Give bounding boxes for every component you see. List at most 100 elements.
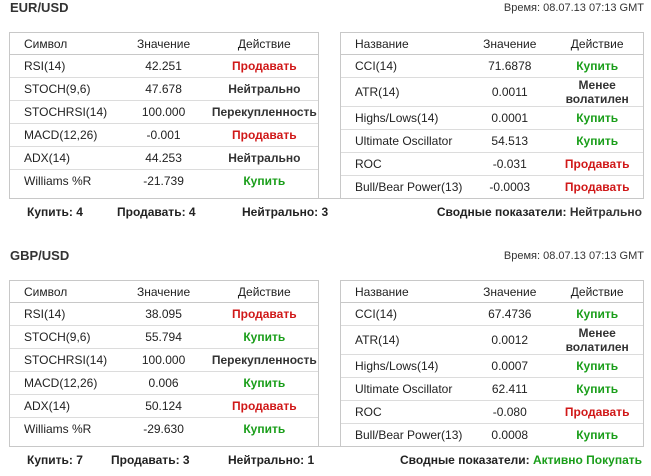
- indicator-row: Williams %R -21.739 Купить: [10, 169, 318, 192]
- indicator-name: Highs/Lows(14): [341, 354, 469, 378]
- indicators-table: Название Значение Действие CCI(14) 71.6878 Ку…: [340, 32, 644, 199]
- indicator-name: Highs/Lows(14): [341, 106, 469, 130]
- update-time: Время: 08.07.13 07:13 GMT: [503, 250, 644, 262]
- indicator-name: CCI(14): [355, 307, 398, 321]
- summary-neutral-count: Нейтрально: 3: [242, 205, 329, 219]
- col-header: Значение: [468, 281, 552, 303]
- pair-title: GBP/USD: [10, 248, 70, 263]
- indicator-row: STOCHRSI(14) 100.000 Перекупленность: [10, 348, 318, 372]
- indicator-row: Highs/Lows(14) 0.0001 Купить: [341, 106, 643, 130]
- col-header: Действие: [210, 281, 318, 303]
- indicator-name: ATR(14): [341, 325, 469, 355]
- indicator-name: ADX(14): [10, 394, 117, 418]
- indicator-action: Нейтрально: [210, 146, 318, 170]
- indicator-value: -0.031: [468, 152, 552, 176]
- indicator-row: ROC -0.080 Продавать: [341, 400, 643, 424]
- col-header: Значение: [116, 33, 211, 55]
- col-header: Символ: [10, 33, 117, 55]
- indicator-value: 100.000: [116, 100, 211, 124]
- indicator-value: 0.0008: [468, 423, 552, 446]
- summary-bar: Купить: 4 Продавать: 4 Нейтрально: 3 Сводны…: [9, 198, 642, 224]
- indicator-row: STOCHRSI(14) 100.000 Перекупленность: [10, 100, 318, 124]
- indicator-value: -0.080: [468, 400, 552, 424]
- indicator-action: Продавать: [210, 394, 318, 418]
- indicator-value: 44.253: [116, 146, 211, 170]
- indicator-value: 42.251: [145, 59, 182, 73]
- indicator-action: Купить: [551, 106, 643, 130]
- indicator-action: Продавать: [551, 175, 643, 198]
- summary-buy-count: Купить: 4: [27, 205, 83, 219]
- summary-bar: Купить: 7 Продавать: 3 Нейтрально: 1 Сводны…: [9, 446, 642, 472]
- indicator-action: Купить: [551, 423, 643, 446]
- indicator-action: Купить: [551, 354, 643, 378]
- indicator-name: MACD(12,26): [10, 123, 117, 147]
- indicator-name: ROC: [341, 152, 469, 176]
- summary-sell-count: Продавать: 4: [117, 205, 196, 219]
- indicator-action: Купить: [210, 325, 318, 349]
- summary-overall: Сводные показатели: Активно Покупать: [400, 453, 642, 467]
- indicator-name: Williams %R: [10, 169, 117, 192]
- indicator-name: Ultimate Oscillator: [341, 129, 469, 153]
- indicator-name: Ultimate Oscillator: [341, 377, 469, 401]
- col-header: Значение: [116, 281, 211, 303]
- indicator-action: Продавать: [232, 307, 297, 321]
- indicator-row: Bull/Bear Power(13) -0.0003 Продавать: [341, 175, 643, 198]
- indicator-action: Менее волатилен: [551, 77, 643, 107]
- indicator-row: MACD(12,26) 0.006 Купить: [10, 371, 318, 395]
- indicator-action: Купить: [210, 169, 318, 192]
- indicator-name: Williams %R: [10, 417, 117, 440]
- indicator-action: Купить: [576, 307, 619, 321]
- indicator-row: ADX(14) 44.253 Нейтрально: [10, 146, 318, 170]
- indicator-row: RSI(14) 38.095 Продавать: [10, 303, 318, 326]
- indicator-row: Ultimate Oscillator 62.411 Купить: [341, 377, 643, 401]
- indicator-action: Менее волатилен: [551, 325, 643, 355]
- indicator-action: Купить: [210, 371, 318, 395]
- indicator-row: ROC -0.031 Продавать: [341, 152, 643, 176]
- indicator-value: 55.794: [116, 325, 211, 349]
- indicator-name: STOCHRSI(14): [10, 100, 117, 124]
- indicator-action: Купить: [576, 59, 619, 73]
- indicator-row: CCI(14) 67.4736 Купить: [341, 303, 643, 326]
- oscillators-table: Символ Значение Действие RSI(14) 38.095 Прода…: [9, 280, 319, 447]
- indicator-value: 71.6878: [488, 59, 532, 73]
- indicator-action: Продавать: [551, 152, 643, 176]
- indicator-value: 0.006: [116, 371, 211, 395]
- indicator-name: Bull/Bear Power(13): [341, 175, 469, 198]
- indicator-action: Продавать: [551, 400, 643, 424]
- pair-title: EUR/USD: [10, 0, 69, 15]
- indicator-row: ADX(14) 50.124 Продавать: [10, 394, 318, 418]
- summary-buy-count: Купить: 7: [27, 453, 83, 467]
- col-header: Действие: [551, 33, 643, 55]
- summary-overall-value: Активно Покупать: [532, 453, 642, 467]
- summary-neutral-count: Нейтрально: 1: [228, 453, 315, 467]
- oscillators-table: Символ Значение Действие RSI(14) 42.251 Прода…: [9, 32, 319, 199]
- indicator-name: ATR(14): [341, 77, 469, 107]
- indicator-name: ROC: [341, 400, 469, 424]
- indicator-row: Williams %R -29.630 Купить: [10, 417, 318, 440]
- indicator-row: RSI(14) 42.251 Продавать: [10, 55, 318, 78]
- indicator-name: CCI(14): [355, 59, 398, 73]
- indicator-action: Перекупленность: [210, 348, 318, 372]
- indicator-value: -0.001: [116, 123, 211, 147]
- indicator-row: ATR(14) 0.0012 Менее волатилен: [341, 325, 643, 355]
- indicator-action: Перекупленность: [210, 100, 318, 124]
- indicator-value: -29.630: [116, 417, 211, 440]
- indicator-row: Bull/Bear Power(13) 0.0008 Купить: [341, 423, 643, 446]
- col-header: Действие: [210, 33, 318, 55]
- col-header: Значение: [468, 33, 552, 55]
- indicator-row: STOCH(9,6) 47.678 Нейтрально: [10, 77, 318, 101]
- indicator-action: Купить: [551, 129, 643, 153]
- indicator-value: -21.739: [116, 169, 211, 192]
- indicator-row: STOCH(9,6) 55.794 Купить: [10, 325, 318, 349]
- indicator-name: STOCH(9,6): [10, 325, 117, 349]
- summary-overall-label: Сводные показатели:: [436, 205, 570, 219]
- indicator-name: MACD(12,26): [10, 371, 117, 395]
- update-time: Время: 08.07.13 07:13 GMT: [503, 2, 644, 14]
- indicator-value: 0.0011: [468, 77, 552, 107]
- indicator-name: STOCH(9,6): [10, 77, 117, 101]
- indicators-table: Название Значение Действие CCI(14) 67.4736 Ку…: [340, 280, 644, 447]
- col-header: Название: [341, 281, 469, 303]
- indicator-row: CCI(14) 71.6878 Купить: [341, 55, 643, 78]
- indicator-row: Ultimate Oscillator 54.513 Купить: [341, 129, 643, 153]
- indicator-name: STOCHRSI(14): [10, 348, 117, 372]
